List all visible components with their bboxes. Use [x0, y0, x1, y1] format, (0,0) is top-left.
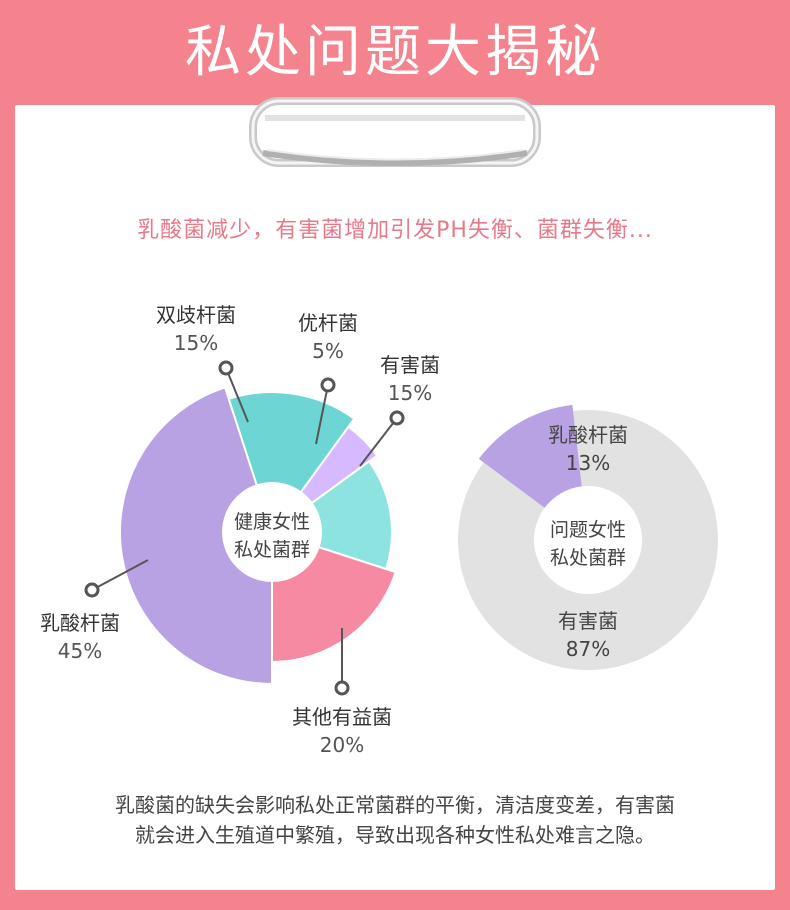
- description-line: 就会进入生殖道中繁殖，导致出现各种女性私处难言之隐。: [135, 823, 655, 847]
- slice-name-label: 其他有益菌: [292, 705, 392, 729]
- leader-dot: [320, 377, 336, 393]
- slice-value-label: 15%: [388, 381, 432, 405]
- leader-dot: [334, 680, 350, 696]
- pie-center-label: 问题女性: [550, 519, 626, 541]
- leader-dot: [218, 360, 234, 376]
- description-text: 乳酸菌的缺失会影响私处正常菌群的平衡，清洁度变差，有害菌 就会进入生殖道中繁殖，…: [0, 790, 790, 850]
- slice-name-label: 有害菌: [558, 609, 618, 633]
- slice-name-label: 乳酸杆菌: [40, 611, 120, 635]
- leader-line: [91, 559, 149, 591]
- slice-value-label: 13%: [566, 451, 610, 475]
- pie-center-label: 私处菌群: [550, 547, 626, 569]
- slice-name-label: 有害菌: [380, 353, 440, 377]
- subtitle: 乳酸菌减少，有害菌增加引发PH失衡、菌群失衡...: [137, 218, 653, 243]
- pie-center-hole: [534, 486, 642, 594]
- pie-center-label: 私处菌群: [234, 539, 310, 561]
- slice-value-label: 45%: [58, 639, 102, 663]
- pie-center-hole: [222, 482, 322, 582]
- clipboard-clip-icon: [249, 97, 541, 167]
- pie-center-label: 健康女性: [234, 511, 310, 533]
- slice-value-label: 15%: [174, 331, 218, 355]
- description-line: 乳酸菌的缺失会影响私处正常菌群的平衡，清洁度变差，有害菌: [115, 793, 675, 817]
- slice-value-label: 87%: [566, 637, 610, 661]
- slice-value-label: 5%: [312, 339, 344, 363]
- page-title: 私处问题大揭秘: [185, 20, 605, 85]
- slice-name-label: 双歧杆菌: [156, 303, 236, 327]
- leader-dot: [84, 582, 100, 598]
- leader-line: [359, 417, 398, 467]
- slice-name-label: 优杆菌: [298, 311, 358, 335]
- slice-value-label: 20%: [320, 733, 364, 757]
- leader-dot: [389, 410, 405, 426]
- pie-slice: [269, 460, 393, 571]
- slice-name-label: 乳酸杆菌: [548, 423, 628, 447]
- leader-line: [225, 367, 249, 423]
- leader-line: [315, 384, 329, 445]
- pie-slice: [119, 386, 273, 686]
